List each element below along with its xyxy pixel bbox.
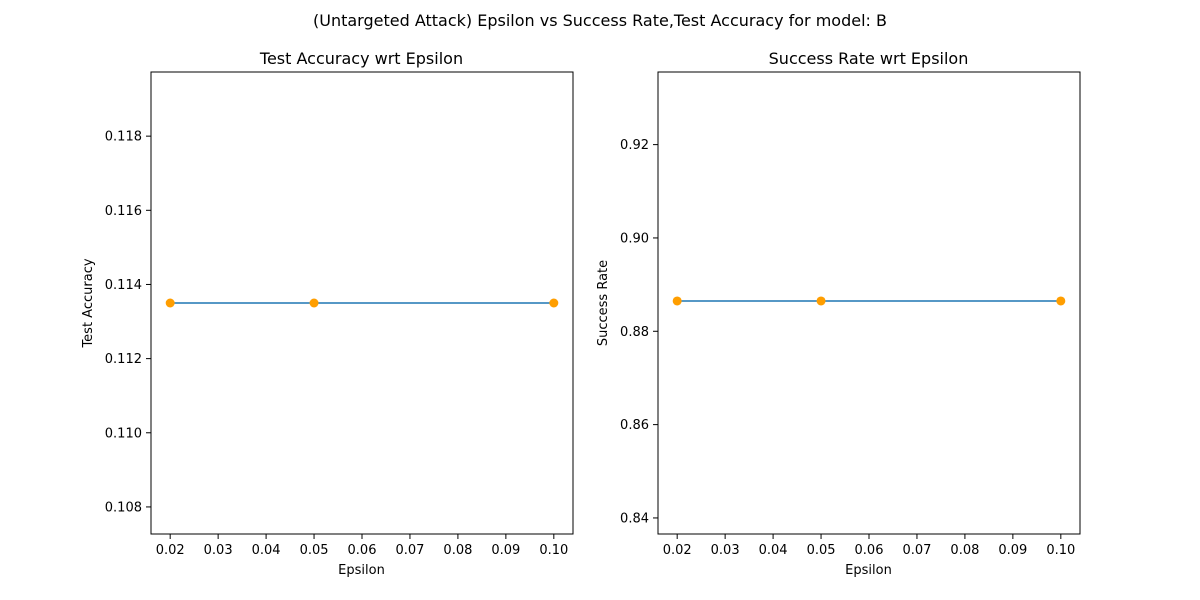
x-tick-label: 0.04 [759, 543, 788, 558]
x-tick-label: 0.10 [539, 543, 568, 558]
data-point [309, 298, 319, 308]
x-tick-label: 0.07 [395, 543, 424, 558]
y-tick-label: 0.84 [620, 511, 649, 526]
x-tick-label: 0.06 [855, 543, 884, 558]
x-tick-label: 0.05 [300, 543, 329, 558]
data-point [549, 298, 559, 308]
figure-suptitle: (Untargeted Attack) Epsilon vs Success R… [313, 11, 887, 30]
x-tick-label: 0.09 [491, 543, 520, 558]
data-point [816, 296, 826, 306]
y-tick-label: 0.118 [105, 130, 142, 145]
x-tick-label: 0.02 [156, 543, 185, 558]
data-point [672, 296, 682, 306]
y-tick-label: 0.108 [105, 500, 142, 515]
x-tick-label: 0.03 [204, 543, 233, 558]
y-tick-label: 0.86 [620, 418, 649, 433]
y-tick-label: 0.90 [620, 231, 649, 246]
x-tick-label: 0.02 [663, 543, 692, 558]
y-tick-label: 0.88 [620, 325, 649, 340]
y-tick-label: 0.114 [105, 278, 142, 293]
x-tick-label: 0.09 [998, 543, 1027, 558]
y-axis-label: Success Rate [596, 260, 611, 346]
data-point [1056, 296, 1066, 306]
y-tick-label: 0.110 [105, 426, 142, 441]
x-tick-label: 0.05 [807, 543, 836, 558]
y-tick-label: 0.92 [620, 138, 649, 153]
x-tick-label: 0.07 [902, 543, 931, 558]
x-tick-label: 0.08 [443, 543, 472, 558]
x-tick-label: 0.08 [950, 543, 979, 558]
x-tick-label: 0.10 [1046, 543, 1075, 558]
data-point [165, 298, 175, 308]
x-tick-label: 0.04 [252, 543, 281, 558]
y-tick-label: 0.112 [105, 352, 142, 367]
x-tick-label: 0.03 [711, 543, 740, 558]
plot-frame [150, 71, 574, 535]
x-tick-label: 0.06 [348, 543, 377, 558]
plot-frame [657, 71, 1081, 535]
chart-title: Success Rate wrt Epsilon [769, 49, 969, 68]
chart-success-rate: Success Rate wrt Epsilon Epsilon Success… [596, 49, 1081, 578]
y-axis-label: Test Accuracy [81, 258, 96, 348]
y-tick-label: 0.116 [105, 204, 142, 219]
chart-title: Test Accuracy wrt Epsilon [259, 49, 463, 68]
chart-test-accuracy: Test Accuracy wrt Epsilon Epsilon Test A… [81, 49, 574, 578]
x-axis-label: Epsilon [338, 563, 385, 578]
x-axis-label: Epsilon [845, 563, 892, 578]
